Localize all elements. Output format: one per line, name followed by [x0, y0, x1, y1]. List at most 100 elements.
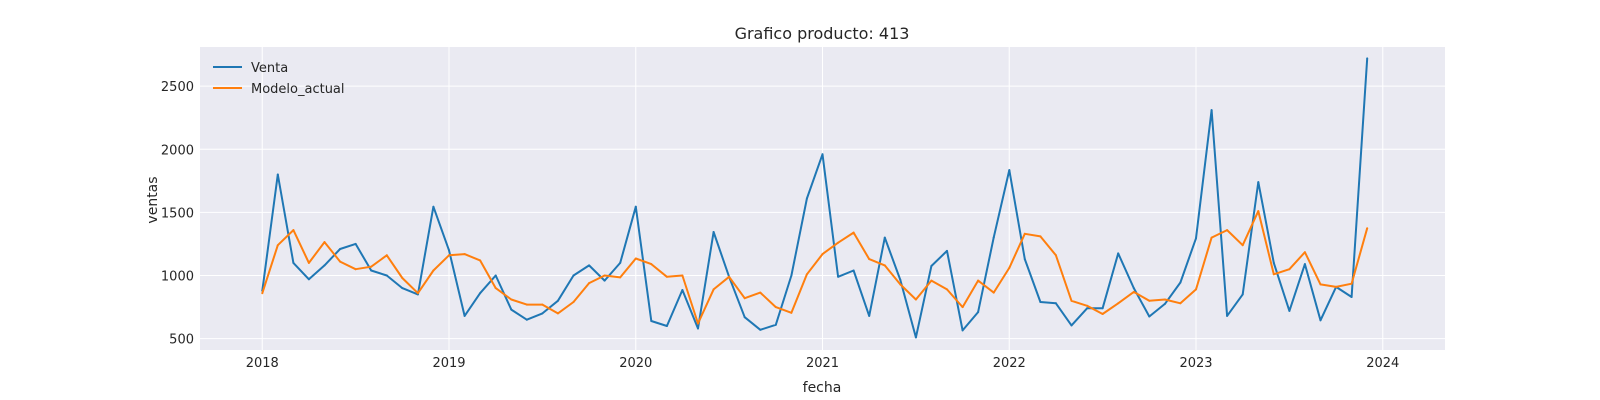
data-point-venta [1117, 252, 1120, 255]
data-point-venta [556, 299, 559, 302]
data-point-venta [712, 231, 715, 233]
data-point-modelo-actual [1008, 266, 1011, 269]
series-points-venta [261, 57, 1369, 339]
data-point-venta [805, 197, 808, 200]
data-point-venta [588, 264, 591, 267]
data-point-modelo-actual [992, 291, 995, 294]
data-point-modelo-actual [556, 312, 559, 315]
data-point-modelo-actual [1226, 229, 1229, 232]
data-point-venta [1179, 281, 1182, 284]
data-point-modelo-actual [1210, 236, 1213, 239]
data-point-modelo-actual [261, 292, 264, 295]
x-tick-label: 2022 [993, 356, 1026, 371]
data-point-venta [619, 261, 622, 264]
data-point-modelo-actual [852, 231, 855, 234]
data-point-modelo-actual [774, 306, 777, 309]
x-tick-labels: 2018 2019 2020 2021 2022 2023 2024 [246, 356, 1400, 371]
data-point-modelo-actual [1086, 304, 1089, 307]
data-point-modelo-actual [1117, 302, 1120, 305]
data-point-modelo-actual [619, 276, 622, 279]
data-point-modelo-actual [1272, 273, 1275, 276]
data-point-venta [525, 318, 528, 321]
data-point-venta [292, 261, 295, 264]
data-point-modelo-actual [1195, 288, 1197, 291]
data-point-venta [448, 249, 450, 252]
legend: Venta Modelo_actual [213, 61, 345, 97]
data-point-venta [276, 173, 279, 176]
data-point-modelo-actual [1101, 313, 1104, 315]
data-point-venta [977, 311, 980, 314]
data-point-modelo-actual [1070, 299, 1073, 302]
data-point-modelo-actual [743, 297, 746, 300]
data-point-modelo-actual [961, 306, 964, 309]
data-point-venta [1070, 324, 1073, 327]
data-point-modelo-actual [977, 279, 980, 282]
data-point-modelo-actual [1054, 254, 1057, 257]
data-point-venta [743, 316, 746, 319]
data-point-modelo-actual [354, 268, 357, 271]
data-point-modelo-actual [479, 259, 482, 262]
data-point-venta [774, 323, 777, 326]
data-point-venta [1366, 57, 1369, 60]
data-point-modelo-actual [634, 257, 637, 260]
x-tick-label: 2019 [432, 356, 465, 371]
data-point-modelo-actual [603, 274, 606, 277]
x-tick-label: 2024 [1366, 356, 1399, 371]
x-tick-label: 2021 [806, 356, 839, 371]
data-point-modelo-actual [1241, 244, 1244, 247]
data-point-modelo-actual [541, 303, 544, 306]
data-point-venta [1039, 301, 1042, 303]
data-point-venta [634, 205, 637, 208]
data-point-venta [1288, 309, 1291, 312]
data-point-venta [868, 314, 871, 317]
data-point-modelo-actual [588, 282, 591, 285]
data-point-venta [541, 312, 544, 315]
data-point-modelo-actual [1303, 251, 1306, 254]
data-point-venta [1148, 315, 1151, 318]
data-point-modelo-actual [1288, 268, 1291, 271]
series-line-modelo-actual [261, 210, 1369, 325]
series-layer [261, 57, 1369, 339]
data-point-modelo-actual [448, 254, 450, 257]
legend-label-venta: Venta [251, 61, 288, 76]
data-point-modelo-actual [697, 322, 699, 325]
data-point-modelo-actual [276, 244, 279, 247]
data-point-venta [370, 269, 373, 272]
data-point-modelo-actual [759, 291, 762, 294]
data-point-venta [883, 236, 886, 239]
data-point-modelo-actual [1366, 227, 1369, 230]
grid-y [200, 85, 1445, 340]
data-point-modelo-actual [712, 288, 715, 291]
data-point-modelo-actual [339, 260, 342, 263]
series-points-modelo-actual [261, 210, 1369, 325]
grid-x [261, 47, 1384, 350]
data-point-venta [665, 325, 668, 327]
data-point-venta [1350, 296, 1353, 298]
data-point-modelo-actual [883, 264, 886, 267]
y-tick-label: 500 [169, 333, 194, 348]
data-point-venta [354, 242, 357, 245]
chart-title: Grafico producto: 413 [735, 24, 910, 43]
data-point-venta [914, 336, 917, 339]
data-point-venta [961, 329, 964, 332]
data-point-venta [1132, 287, 1135, 290]
data-point-venta [650, 320, 653, 322]
data-point-venta [790, 274, 793, 277]
data-point-modelo-actual [837, 241, 840, 244]
data-point-venta [946, 249, 948, 252]
data-point-venta [821, 153, 824, 156]
data-point-venta [307, 278, 310, 281]
data-point-venta [463, 314, 466, 317]
data-point-modelo-actual [494, 287, 497, 290]
y-tick-labels: 500 1000 1500 2000 2500 [161, 80, 194, 348]
data-point-modelo-actual [930, 279, 933, 282]
data-point-venta [1054, 302, 1057, 305]
data-point-modelo-actual [572, 301, 575, 303]
data-point-modelo-actual [385, 254, 388, 257]
data-point-venta [930, 265, 933, 267]
data-point-venta [852, 269, 855, 272]
data-point-venta [992, 236, 995, 239]
y-tick-label: 2500 [161, 80, 194, 95]
data-point-modelo-actual [525, 303, 528, 306]
series-line-venta [261, 58, 1369, 339]
